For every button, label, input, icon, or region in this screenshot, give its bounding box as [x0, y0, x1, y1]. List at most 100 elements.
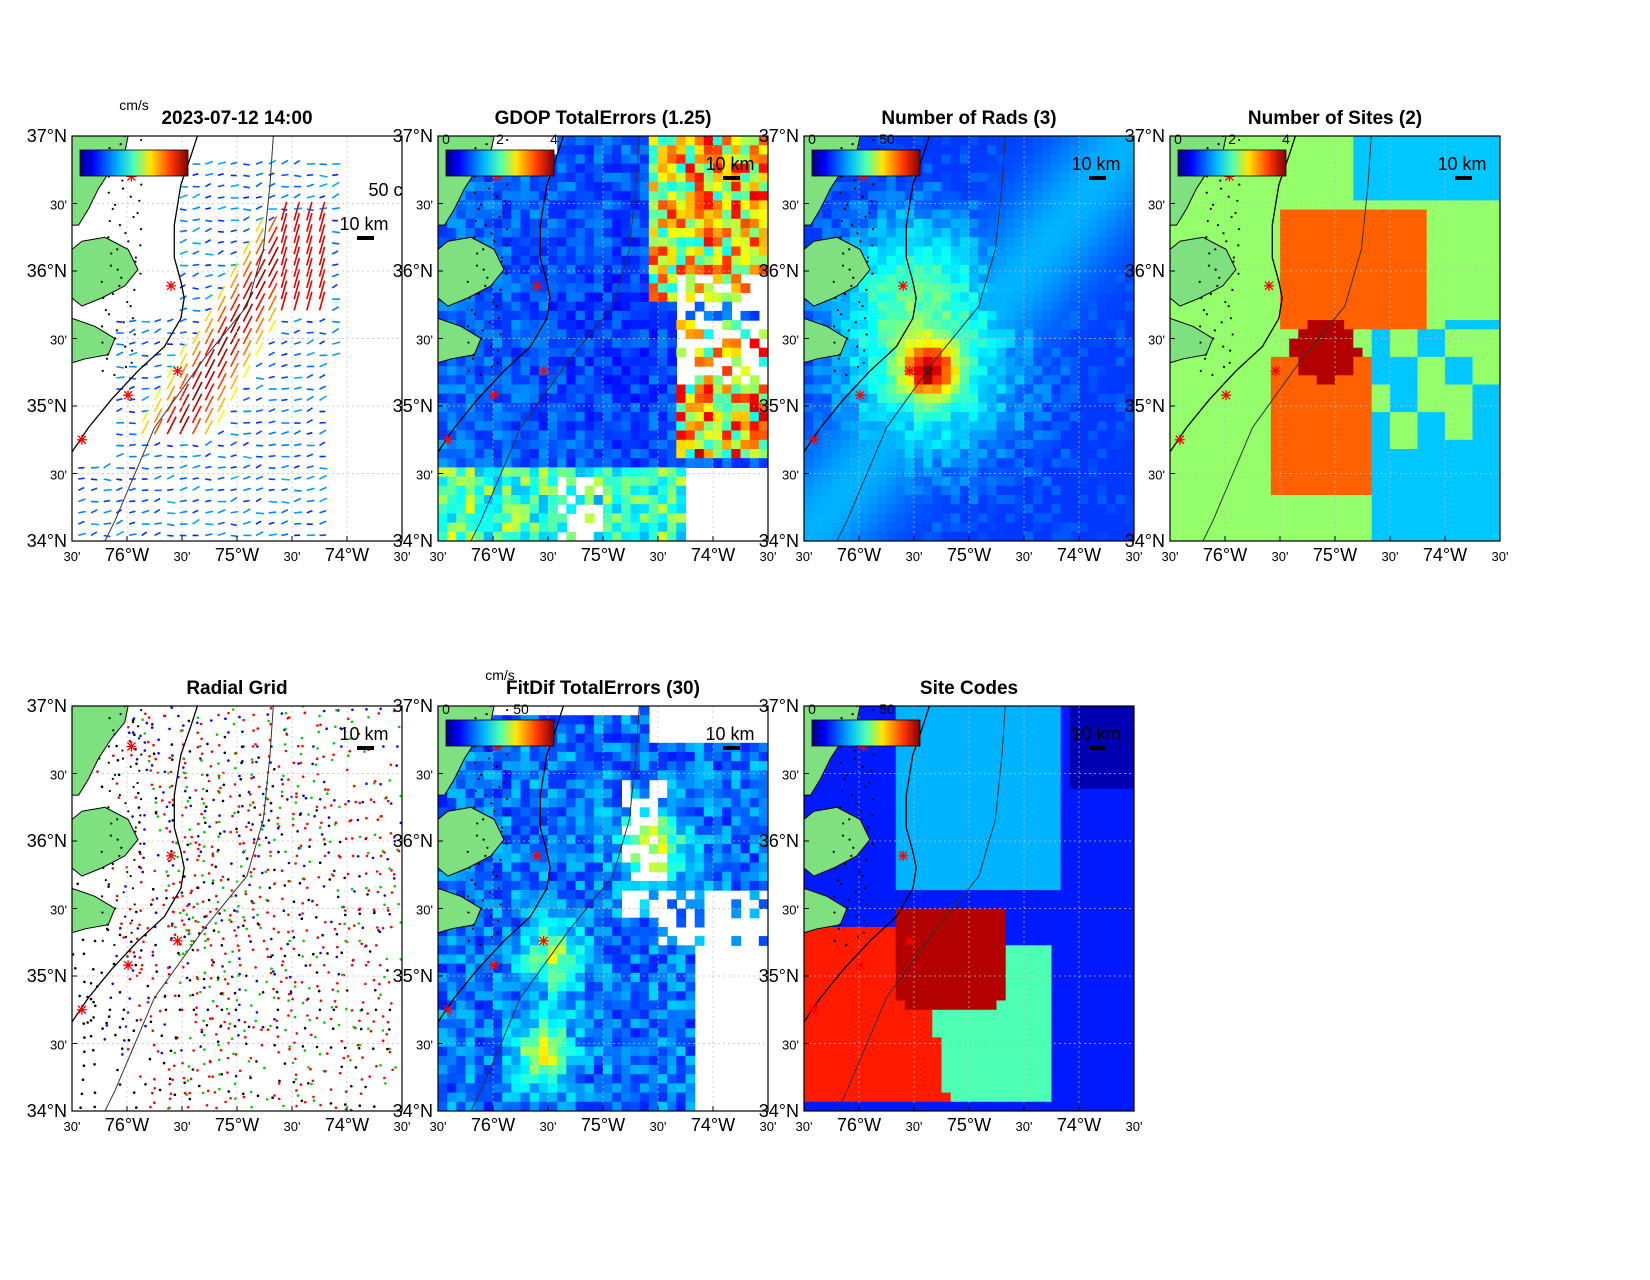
field-cell [539, 357, 549, 367]
field-cell [557, 283, 567, 293]
field-cell [1298, 237, 1308, 247]
field-cell [1006, 265, 1016, 275]
field-cell [1079, 173, 1089, 183]
field-cell [1088, 513, 1098, 523]
field-cell [557, 495, 567, 505]
field-cell [1344, 403, 1354, 413]
field-cell [1033, 154, 1043, 164]
field-cell [612, 495, 622, 505]
island-dot [833, 281, 835, 283]
field-cell [1280, 394, 1290, 404]
field-cell [1070, 274, 1080, 284]
lon-tick-label: 30' [394, 549, 411, 564]
field-cell [813, 403, 823, 413]
field-cell [1326, 302, 1336, 312]
field-cell [566, 385, 576, 395]
island-dot [849, 269, 851, 271]
field-cell [877, 182, 887, 192]
current-vector [294, 175, 301, 176]
field-cell [1070, 477, 1080, 487]
field-cell [1125, 237, 1135, 247]
island-dot [833, 325, 835, 327]
field-cell [521, 191, 531, 201]
field-cell [640, 421, 650, 431]
field-cell [1390, 375, 1400, 385]
field-cell [1280, 339, 1290, 349]
field-cell [877, 477, 887, 487]
field-cell [722, 136, 732, 146]
current-vector [320, 396, 327, 400]
field-cell [1024, 504, 1034, 514]
field-cell [603, 265, 613, 275]
field-cell [978, 513, 988, 523]
current-vector [320, 468, 328, 469]
field-cell [1427, 200, 1437, 210]
island-dot [497, 350, 499, 352]
current-vector [193, 445, 199, 446]
field-cell [667, 449, 677, 459]
field-cell [612, 486, 622, 496]
field-cell [502, 200, 512, 210]
field-cell [1308, 182, 1318, 192]
field-cell [942, 348, 952, 358]
field-cell [1006, 329, 1016, 339]
current-vector [155, 388, 161, 400]
field-cell [997, 311, 1007, 321]
field-cell [511, 283, 521, 293]
field-cell [1179, 366, 1189, 376]
field-cell [1353, 375, 1363, 385]
field-cell [1271, 293, 1281, 303]
field-cell [621, 394, 631, 404]
field-cell [1418, 385, 1428, 395]
field-cell [585, 431, 595, 441]
field-cell [475, 182, 485, 192]
field-cell [1298, 256, 1308, 266]
field-cell [887, 486, 897, 496]
field-cell [850, 532, 860, 542]
field-cell [585, 385, 595, 395]
field-cell [667, 375, 677, 385]
field-cell [1445, 210, 1455, 220]
field-cell [1070, 403, 1080, 413]
field-cell [621, 523, 631, 533]
field-cell [877, 210, 887, 220]
lat-tick-label: 34°N [27, 531, 67, 551]
field-cell [868, 504, 878, 514]
field-cell [594, 348, 604, 358]
field-cell [887, 182, 897, 192]
field-cell [539, 523, 549, 533]
field-cell [603, 210, 613, 220]
current-vector [193, 265, 200, 266]
current-vector [142, 532, 147, 535]
field-cell [1418, 403, 1428, 413]
field-cell [1061, 173, 1071, 183]
field-cell [1088, 247, 1098, 257]
current-vector [243, 389, 249, 390]
field-cell [987, 311, 997, 321]
field-cell [502, 440, 512, 450]
field-cell [686, 311, 696, 321]
field-cell [1280, 375, 1290, 385]
field-cell [1061, 320, 1071, 330]
field-cell [759, 421, 769, 431]
field-cell [521, 495, 531, 505]
field-cell [566, 173, 576, 183]
field-cell [704, 431, 714, 441]
field-cell [750, 385, 760, 395]
field-cell [1225, 219, 1235, 229]
field-cell [813, 458, 823, 468]
field-cell [658, 302, 668, 312]
field-cell [649, 495, 659, 505]
field-cell [649, 283, 659, 293]
current-vector [269, 195, 275, 198]
field-cell [868, 385, 878, 395]
field-cell [1024, 293, 1034, 303]
field-cell [1408, 302, 1418, 312]
current-vector [116, 454, 123, 457]
field-cell [566, 191, 576, 201]
field-cell [1363, 394, 1373, 404]
field-cell [997, 256, 1007, 266]
field-cell [1024, 302, 1034, 312]
field-cell [502, 182, 512, 192]
field-cell [1436, 136, 1446, 146]
